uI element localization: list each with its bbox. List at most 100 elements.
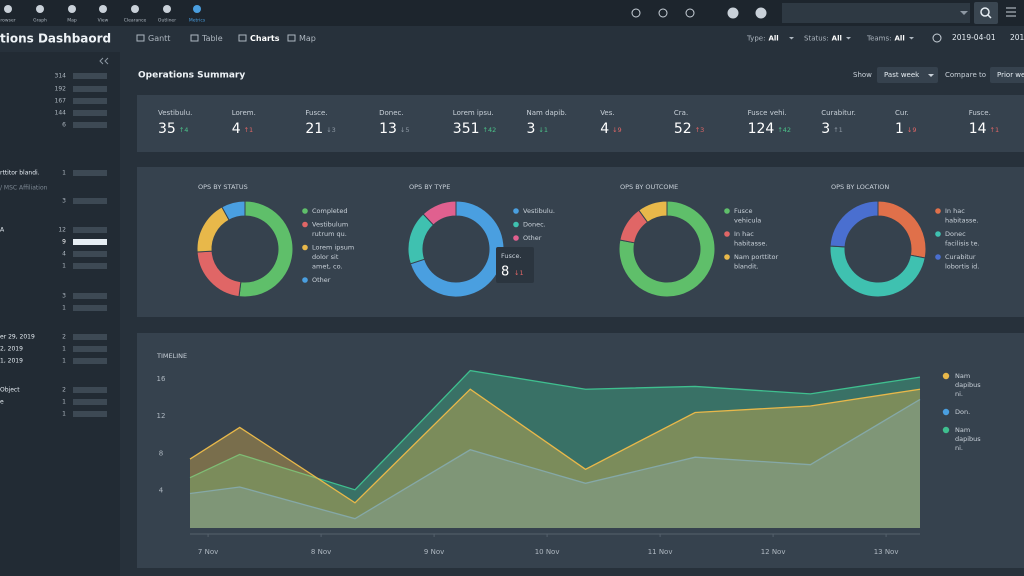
nav-label[interactable]: Clearance [124, 18, 147, 24]
filter-label[interactable]: Status: [804, 35, 829, 43]
tab-icon[interactable] [136, 34, 145, 42]
legend-label[interactable]: Nam dapibus ni. [955, 372, 981, 398]
legend-label[interactable]: Other [312, 276, 331, 284]
collapse-icon[interactable] [99, 57, 109, 65]
tool-icon[interactable] [658, 8, 668, 18]
nav-icon[interactable] [68, 5, 76, 13]
tab-label[interactable]: Table [201, 34, 223, 43]
filter-label[interactable]: Teams: [866, 35, 892, 43]
nav-label[interactable]: Map [67, 18, 77, 24]
filter-value[interactable]: All [832, 35, 842, 43]
tool-icon[interactable] [631, 8, 641, 18]
tool-icon[interactable] [685, 8, 695, 18]
search-box[interactable] [782, 3, 970, 23]
nav-label[interactable]: rowser [0, 18, 15, 24]
donut-segment[interactable] [638, 200, 668, 224]
menu-icon[interactable] [1006, 7, 1016, 17]
sidebar-count[interactable]: 9 [62, 239, 66, 246]
donut-segment[interactable] [829, 245, 926, 298]
nav-label[interactable]: Outliner [158, 18, 176, 24]
donut-segment[interactable] [409, 200, 505, 298]
sidebar-label[interactable]: er 29, 2019 [0, 334, 35, 341]
legend-label[interactable]: Lorem ipsum dolor sit amet, co. [312, 244, 354, 271]
timeline-panel [137, 333, 1024, 568]
sidebar-label[interactable]: Object [0, 387, 20, 394]
sidebar-label[interactable]: A [0, 227, 5, 234]
sidebar-label[interactable]: 1, 2019 [0, 358, 23, 365]
tab-label[interactable]: Charts [250, 34, 280, 43]
legend-label[interactable]: Fusce vehicula [734, 207, 761, 225]
sidebar-count[interactable]: 12 [58, 227, 66, 234]
legend-label[interactable]: Nam dapibus ni. [955, 426, 981, 452]
filter-label[interactable]: Type: [746, 35, 765, 43]
filter-value[interactable]: All [768, 35, 778, 43]
donut-segment[interactable] [221, 200, 246, 221]
tab-icon[interactable] [190, 34, 199, 42]
sidebar-label[interactable]: / MSC Affiliation [0, 185, 48, 192]
legend-label[interactable]: Other [523, 234, 542, 242]
tab-icon[interactable] [287, 34, 296, 42]
sidebar-bar [73, 305, 107, 311]
nav-label[interactable]: Metrics [189, 18, 206, 24]
tab-label[interactable]: Gantt [148, 34, 170, 43]
legend-swatch [724, 208, 730, 214]
sidebar-count[interactable]: 1 [62, 170, 66, 177]
sidebar-label[interactable]: 2, 2019 [0, 346, 23, 353]
kpi-label: Nam dapib. [527, 109, 567, 117]
sidebar-count[interactable]: 4 [62, 251, 66, 258]
sidebar-count[interactable]: 314 [55, 73, 67, 80]
sidebar-count[interactable]: 1 [62, 399, 66, 406]
nav-icon[interactable] [163, 5, 171, 13]
donut-segment[interactable] [422, 200, 457, 226]
legend-label[interactable]: In hac habitasse. [945, 207, 978, 225]
legend-label[interactable]: Vestibulum rutrum qu. [312, 221, 348, 239]
legend-label[interactable]: Vestibulu. [523, 207, 555, 215]
legend-label[interactable]: Nam porttitor blandit. [734, 253, 778, 271]
period-value[interactable]: Past week [884, 71, 920, 79]
tab-label[interactable]: Map [299, 34, 316, 43]
nav-icon[interactable] [36, 5, 44, 13]
search-button[interactable] [974, 2, 998, 24]
filter-value[interactable]: All [895, 35, 905, 43]
sidebar-count[interactable]: 192 [55, 86, 67, 93]
legend-label[interactable]: Completed [312, 207, 347, 215]
period-select[interactable] [877, 67, 938, 83]
sidebar-count[interactable]: 1 [62, 346, 66, 353]
donut-segment[interactable] [829, 200, 879, 248]
donut-segment[interactable] [238, 200, 294, 298]
sidebar-count[interactable]: 3 [62, 293, 66, 300]
sidebar-count[interactable]: 144 [55, 110, 67, 117]
nav-label[interactable]: View [98, 18, 109, 24]
legend-label[interactable]: Donec. [523, 221, 546, 229]
nav-icon[interactable] [193, 5, 201, 13]
legend-label[interactable]: Don. [955, 408, 970, 416]
sidebar-count[interactable]: 1 [62, 411, 66, 418]
donut-segment[interactable] [618, 200, 716, 298]
sidebar-count[interactable]: 2 [62, 387, 66, 394]
sidebar-count[interactable]: 167 [55, 98, 67, 105]
date-from[interactable]: 2019-04-01 [952, 33, 996, 42]
sidebar-count[interactable]: 1 [62, 263, 66, 270]
sidebar-count[interactable]: 3 [62, 198, 66, 205]
compare-value[interactable]: Prior we [997, 71, 1024, 79]
compare-select[interactable] [990, 67, 1024, 83]
date-to[interactable]: 2019- [1010, 33, 1024, 42]
nav-icon[interactable] [4, 5, 12, 13]
tab-icon[interactable] [238, 34, 247, 42]
nav-icon[interactable] [131, 5, 139, 13]
legend-label[interactable]: In hac habitasse. [734, 230, 767, 248]
tool-icon[interactable] [727, 7, 739, 19]
sidebar-count[interactable]: 6 [62, 122, 66, 129]
nav-icon[interactable] [99, 5, 107, 13]
sidebar-count[interactable]: 1 [62, 305, 66, 312]
legend-label[interactable]: Curabitur lobortis id. [945, 253, 979, 271]
sidebar-count[interactable]: 1 [62, 358, 66, 365]
search-dropdown[interactable] [960, 11, 968, 15]
kpi-change: ↑1 [244, 126, 254, 134]
sidebar-label[interactable]: e [0, 399, 4, 406]
sidebar-label[interactable]: rttitor blandi. [0, 170, 40, 177]
sidebar-count[interactable]: 2 [62, 334, 66, 341]
nav-label[interactable]: Graph [33, 18, 47, 24]
legend-label[interactable]: Donec facilisis te. [945, 230, 980, 248]
tool-icon[interactable] [755, 7, 767, 19]
